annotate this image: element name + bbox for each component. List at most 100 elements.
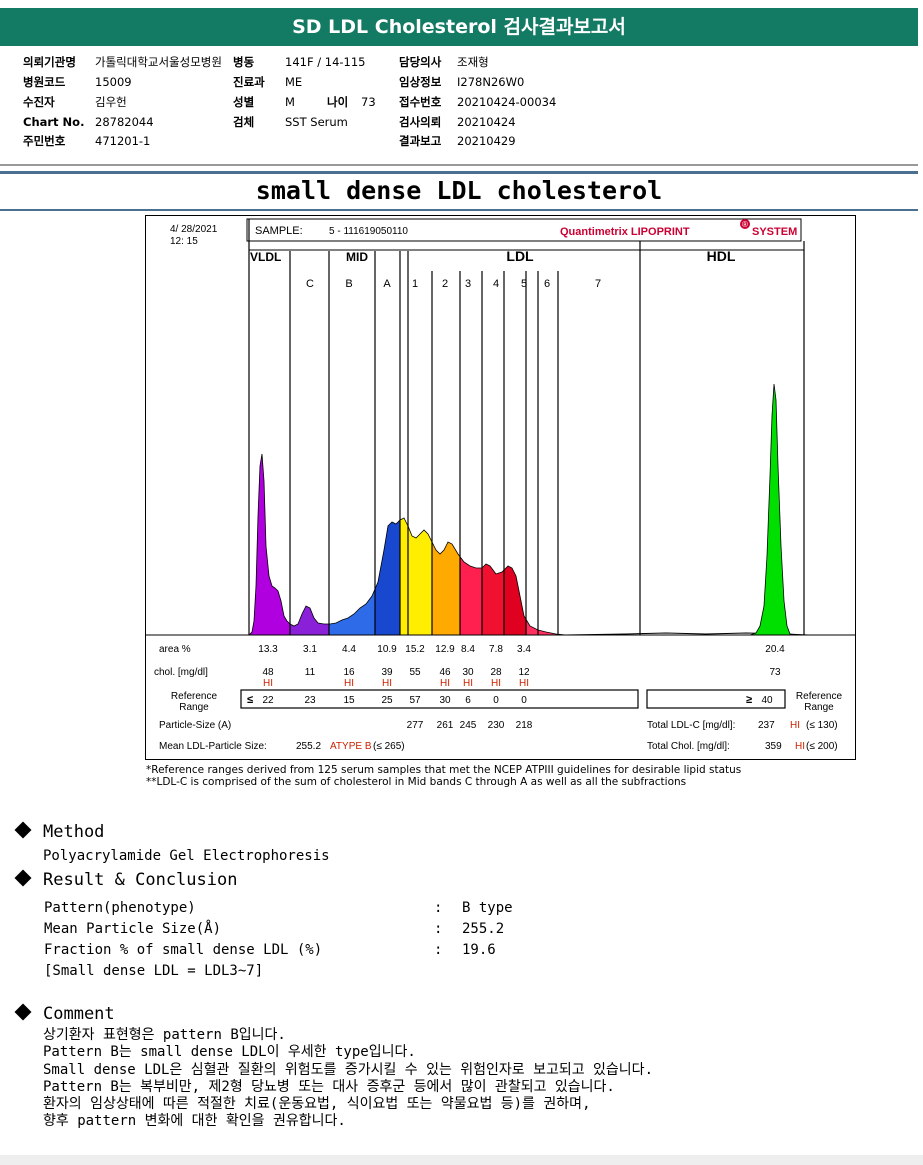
brand-registered-mark: ® [742, 220, 748, 229]
total-ldl-ref: (≤ 130) [806, 720, 838, 731]
row-label-ref-2: Range [179, 702, 209, 713]
bullet-diamond-icon [14, 1003, 32, 1021]
info-label: 담당의사 [399, 55, 442, 69]
chol-value: 73 [769, 667, 781, 678]
group-vldl: VLDL [250, 250, 281, 264]
footnote: *Reference ranges derived from 125 serum… [146, 764, 742, 776]
info-label: 접수번호 [399, 95, 442, 109]
area-value: 12.9 [435, 644, 455, 655]
row-label-chol: chol. [mg/dl] [154, 667, 208, 678]
divider [0, 164, 918, 166]
psize-value: 261 [437, 720, 454, 731]
info-label: 수진자 [23, 95, 55, 109]
area-value: 15.2 [405, 644, 425, 655]
band-label: 7 [595, 278, 601, 290]
info-label: 진료과 [233, 75, 265, 89]
mean-type: ATYPE B [330, 741, 372, 752]
result-note: [Small dense LDL = LDL3~7] [44, 963, 264, 979]
sample-box [246, 218, 802, 242]
row-label-ref-1: Reference [171, 691, 218, 702]
fill-vldl [249, 454, 290, 635]
band-label: C [306, 278, 314, 290]
ref-value: 6 [465, 695, 471, 706]
area-value: 10.9 [377, 644, 397, 655]
row-label-area: area % [159, 644, 191, 655]
lipoprint-report: 4/ 28/2021 12: 15 SAMPLE: 5 - 111619050110 Q… [145, 215, 856, 760]
ref-value: 57 [409, 695, 421, 706]
info-label: 검체 [233, 115, 255, 129]
brand-name: Quantimetrix LIPOPRINT [560, 226, 690, 238]
section-title: Result & Conclusion [43, 870, 238, 890]
report-title: SD LDL Cholesterol 검사결과보고서 [292, 16, 626, 38]
chol-value: 39 [381, 667, 393, 678]
ref-value: 0 [493, 695, 499, 706]
band-label: B [345, 278, 352, 290]
comment-line: Pattern B는 복부비만, 제2형 당뇨병 또는 대사 증후군 등에서 많… [43, 1078, 615, 1095]
report-title-bar: SD LDL Cholesterol 검사결과보고서 [0, 8, 918, 46]
report-date: 4/ 28/2021 [170, 224, 218, 235]
total-chol-hi: HI [795, 741, 805, 752]
info-value: M [285, 95, 295, 109]
psize-value: 277 [407, 720, 424, 731]
fill-mid-c [290, 606, 329, 635]
row-label-ref-right-1: Reference [796, 691, 843, 702]
ref-value: 30 [439, 695, 451, 706]
psize-value: 218 [516, 720, 533, 731]
document-title: small dense LDL cholesterol [255, 176, 663, 205]
row-label-mean: Mean LDL-Particle Size: [159, 741, 267, 752]
info-value: 조재형 [457, 55, 489, 69]
comment-line: Pattern B는 small dense LDL이 우세한 type입니다. [43, 1044, 416, 1061]
info-label: 병원코드 [23, 75, 66, 89]
chol-value: 12 [518, 667, 530, 678]
area-value: 8.4 [461, 644, 475, 655]
group-hdl: HDL [707, 248, 736, 264]
result-label: Fraction % of small dense LDL (%) [44, 942, 323, 958]
info-value: 20210429 [457, 134, 516, 148]
total-chol-ref: (≤ 200) [806, 741, 838, 752]
chol-value: 55 [409, 667, 421, 678]
fill-ldl5 [504, 566, 526, 635]
result-value: 19.6 [462, 942, 496, 958]
ref-value: 25 [381, 695, 393, 706]
result-item: Mean Particle Size(Å) : 255.2 [44, 919, 644, 940]
ref-value: 0 [521, 695, 527, 706]
band-label: 1 [412, 278, 418, 290]
band-label: 4 [493, 278, 499, 290]
band-label: 6 [544, 278, 550, 290]
area-value: 20.4 [765, 644, 785, 655]
age-label: 나이 [327, 95, 349, 109]
comment-line: Small dense LDL은 심혈관 질환의 위험도를 증가시킬 수 있는 … [43, 1061, 653, 1078]
info-label: 의뢰기관명 [23, 55, 76, 69]
bullet-diamond-icon [14, 869, 32, 887]
chol-value: 28 [490, 667, 502, 678]
band-label: 2 [442, 278, 448, 290]
ref-value: 15 [343, 695, 355, 706]
total-chol-value: 359 [765, 741, 782, 752]
band-label: A [383, 278, 391, 290]
info-value: SST Serum [285, 115, 348, 129]
divider [0, 209, 918, 211]
sample-id: 5 - 111619050110 [329, 226, 408, 237]
fill-ldl3 [460, 556, 482, 635]
result-colon: : [434, 921, 443, 937]
mean-ref: (≤ 265) [373, 741, 405, 752]
sample-label: SAMPLE: [255, 225, 303, 237]
hi-flag: HI [344, 678, 354, 689]
fill-ldl4 [482, 564, 504, 635]
info-label: Chart No. [23, 115, 85, 129]
info-value: 471201-1 [95, 134, 151, 148]
total-ldl-value: 237 [758, 720, 775, 731]
info-value: 141F / 14-115 [285, 55, 366, 69]
hi-flag: HI [519, 678, 529, 689]
info-label: 병동 [233, 55, 255, 69]
info-value: 15009 [95, 75, 132, 89]
group-mid: MID [346, 250, 368, 264]
fill-ldl1 [400, 518, 432, 635]
total-ldl-hi: HI [790, 720, 800, 731]
chol-value: 46 [439, 667, 451, 678]
ref-ge-symbol: ≥ [746, 694, 752, 706]
method-text: Polyacrylamide Gel Electrophoresis [43, 848, 330, 864]
page-bottom-bar [0, 1155, 923, 1165]
fill-mid-b [329, 589, 375, 635]
